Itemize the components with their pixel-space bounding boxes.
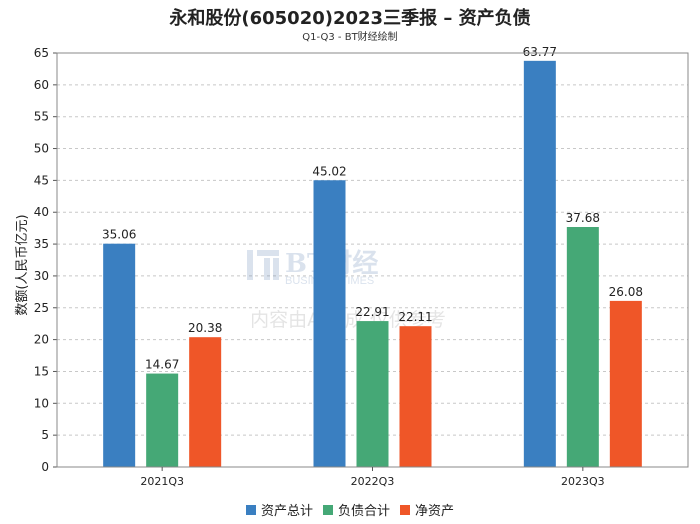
legend-label: 负债合计 bbox=[337, 504, 390, 519]
legend-swatch bbox=[245, 504, 256, 515]
bar bbox=[313, 180, 346, 467]
y-tick-label: 40 bbox=[34, 205, 49, 219]
legend-label: 资产总计 bbox=[260, 504, 313, 519]
y-tick-label: 35 bbox=[34, 237, 49, 251]
y-axis-label: 数额(人民币亿元) bbox=[15, 214, 30, 315]
data-label: 63.77 bbox=[523, 45, 557, 59]
data-label: 37.68 bbox=[566, 211, 600, 225]
bar bbox=[103, 243, 136, 467]
bar bbox=[523, 60, 556, 467]
y-tick-label: 50 bbox=[34, 142, 49, 156]
bt-logo-icon bbox=[247, 250, 279, 280]
y-tick-label: 0 bbox=[41, 460, 49, 474]
data-label: 20.38 bbox=[188, 321, 222, 335]
legend-item: 负债合计 bbox=[322, 500, 390, 519]
x-tick-label: 2022Q3 bbox=[351, 475, 395, 488]
y-tick-label: 20 bbox=[34, 333, 49, 347]
y-tick-label: 10 bbox=[34, 396, 49, 410]
legend-item: 净资产 bbox=[400, 500, 454, 519]
bar bbox=[189, 337, 222, 467]
axes: 0 5 10 15 20 25 30 35 40 45 50 55 60 65 2021Q3 2022Q3 20… bbox=[34, 46, 689, 488]
y-tick-label: 5 bbox=[41, 428, 49, 442]
legend-swatch bbox=[400, 504, 410, 515]
data-label: 22.91 bbox=[355, 305, 389, 319]
legend-item: 资产总计 bbox=[245, 500, 313, 519]
bars: 35.06 14.67 20.38 45.02 22.91 22.11 63.77 37.68… bbox=[102, 45, 643, 467]
bar bbox=[399, 326, 432, 467]
data-label: 26.08 bbox=[609, 285, 643, 299]
chart-title: 永和股份(605020)2023三季报 – 资产负债 bbox=[169, 8, 531, 29]
y-tick-label: 45 bbox=[34, 173, 49, 187]
y-tick-label: 30 bbox=[34, 269, 49, 283]
data-label: 45.02 bbox=[312, 164, 346, 178]
legend-label: 净资产 bbox=[415, 504, 455, 519]
legend-swatch bbox=[322, 504, 333, 515]
y-tick-label: 65 bbox=[34, 46, 49, 60]
data-label: 14.67 bbox=[145, 358, 179, 372]
bar bbox=[566, 227, 599, 467]
watermark-notice: 内容由AI生成,仅供参考 bbox=[250, 309, 446, 331]
x-tick-label: 2021Q3 bbox=[140, 475, 184, 488]
y-tick-label: 25 bbox=[34, 301, 49, 315]
x-tick-label: 2023Q3 bbox=[561, 475, 605, 488]
y-tick-label: 15 bbox=[34, 364, 49, 378]
data-label: 22.11 bbox=[398, 310, 432, 324]
bar bbox=[146, 373, 179, 467]
data-label: 35.06 bbox=[102, 228, 136, 242]
chart-subtitle: Q1-Q3 - BT财经绘制 bbox=[302, 32, 398, 43]
bar bbox=[609, 300, 642, 467]
legend: 资产总计 负债合计 净资产 bbox=[0, 500, 700, 519]
bar bbox=[356, 321, 389, 467]
y-tick-label: 60 bbox=[34, 78, 49, 92]
y-tick-label: 55 bbox=[34, 110, 49, 124]
